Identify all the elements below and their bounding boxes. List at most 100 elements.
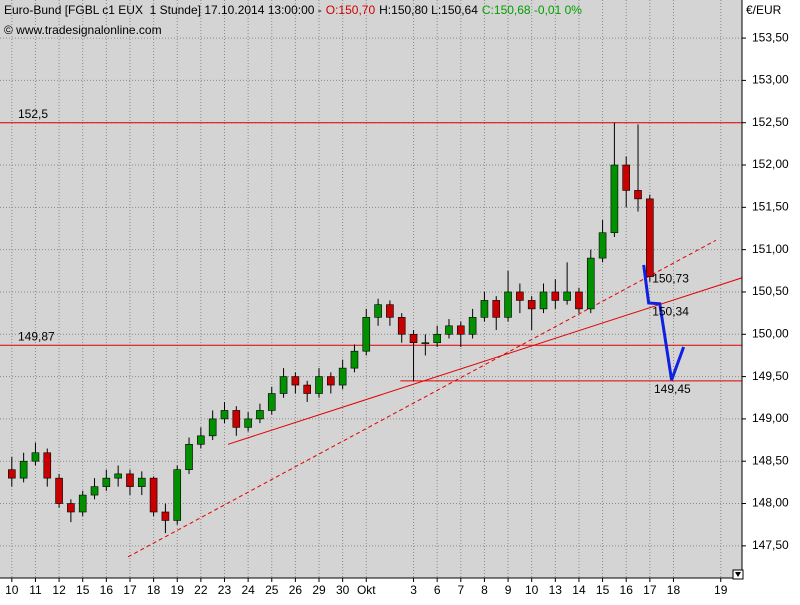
x-tick-label: 16 (620, 583, 634, 597)
y-tick-label: 151,00 (752, 242, 789, 256)
candle-body (586, 257, 595, 310)
x-tick-label: 12 (52, 583, 66, 597)
x-tick-label: 9 (505, 583, 512, 597)
high-low-quote: H:150,80 L:150,64 (379, 3, 478, 17)
candle-body (527, 300, 536, 310)
candle-body (161, 511, 170, 521)
candle-body (279, 376, 288, 394)
candle-body (19, 460, 28, 479)
source: © www.tradesignalonline.com (4, 23, 162, 37)
x-tick-label: 22 (194, 583, 208, 597)
candle-body (197, 435, 205, 445)
candle-body (539, 291, 548, 310)
open-quote: O:150,70 (326, 3, 376, 17)
candle-body (149, 477, 158, 513)
candle-body (137, 477, 146, 487)
candle-body (43, 452, 52, 479)
forecast-line (642, 264, 686, 381)
x-tick-label: 13 (549, 583, 563, 597)
candle-body (185, 443, 193, 470)
forecast-label: 150,34 (652, 305, 689, 319)
candle-body (220, 410, 229, 420)
candle-body (315, 376, 323, 394)
y-tick-label: 149,50 (752, 369, 789, 383)
candle-body (468, 317, 477, 335)
x-tick-label: 10 (5, 583, 19, 597)
scroll-arrow (735, 572, 741, 577)
candle-body (67, 503, 75, 513)
x-tick-label: 26 (289, 583, 303, 597)
candle-body (256, 410, 264, 420)
candle-body (55, 477, 63, 504)
candle-body (291, 376, 300, 386)
x-tick-label: 17 (123, 583, 137, 597)
y-tick-label: 148,00 (752, 496, 789, 510)
candle-body (303, 384, 311, 394)
candle-body (114, 473, 122, 479)
x-tick-label: 15 (596, 583, 610, 597)
x-tick-label: 3 (410, 583, 417, 597)
candle-body (598, 232, 607, 259)
candle-body (327, 376, 335, 386)
candle-body (575, 291, 583, 310)
candle-body (445, 325, 453, 335)
candle-body (480, 300, 489, 318)
x-tick-label: 18 (147, 583, 161, 597)
candle-body (646, 198, 654, 278)
candle-body (338, 367, 347, 386)
y-tick-label: 153,50 (752, 30, 789, 44)
forecast-label: 150,73 (652, 272, 689, 286)
candle-body (267, 393, 276, 411)
y-tick-label: 150,00 (752, 326, 789, 340)
y-tick-label: 147,50 (752, 538, 789, 552)
x-tick-label: 6 (434, 583, 441, 597)
y-tick-label: 150,50 (752, 284, 789, 298)
x-tick-label: 16 (100, 583, 114, 597)
candle-body (516, 291, 524, 301)
candle-body (8, 469, 16, 479)
x-tick-label: 23 (218, 583, 232, 597)
x-tick-label: 14 (572, 583, 586, 597)
y-tick-label: 149,00 (752, 411, 789, 425)
close-quote: C:150,68 -0,01 0% (482, 3, 582, 17)
candle-body (622, 164, 631, 191)
plot-area (0, 0, 742, 578)
candle-body (126, 473, 134, 487)
candle-body (634, 190, 642, 200)
x-tick-label: 7 (457, 583, 464, 597)
x-tick-label: 19 (714, 583, 728, 597)
y-unit: €/EUR (746, 3, 782, 17)
chart-header: Euro-Bund [FGBL c1 EUX 1 Stunde] 17.10.2… (4, 3, 582, 17)
candle-body (173, 469, 182, 521)
x-tick-label: 19 (171, 583, 185, 597)
candle-body (78, 494, 87, 513)
chart-title: Euro-Bund [FGBL c1 EUX 1 Stunde] 17.10.2… (4, 3, 322, 17)
candle-body (386, 304, 394, 318)
x-tick-label: 30 (336, 583, 350, 597)
y-tick-label: 153,00 (752, 73, 789, 87)
level-label: 152,5 (18, 107, 48, 121)
candle-body (421, 342, 430, 345)
candle-body (409, 333, 418, 344)
x-tick-label: 10 (525, 583, 539, 597)
x-tick-label: 15 (76, 583, 90, 597)
trendline (227, 277, 742, 445)
y-tick-label: 152,50 (752, 115, 789, 129)
candle-body (563, 291, 571, 301)
x-tick-label: Okt (357, 583, 376, 597)
y-tick-label: 151,50 (752, 200, 789, 214)
x-tick-label: 8 (481, 583, 488, 597)
x-tick-label: 29 (312, 583, 326, 597)
candle-body (232, 410, 241, 428)
candle-body (551, 291, 560, 301)
candle-body (350, 350, 359, 369)
candle-body (374, 304, 382, 318)
candle-body (433, 333, 441, 344)
candle-body (397, 317, 406, 335)
candle-body (456, 325, 465, 335)
x-tick-label: 24 (241, 583, 255, 597)
candle-body (362, 317, 371, 352)
x-tick-label: 25 (265, 583, 279, 597)
level-label: 149,45 (654, 382, 691, 396)
x-tick-label: 17 (643, 583, 657, 597)
